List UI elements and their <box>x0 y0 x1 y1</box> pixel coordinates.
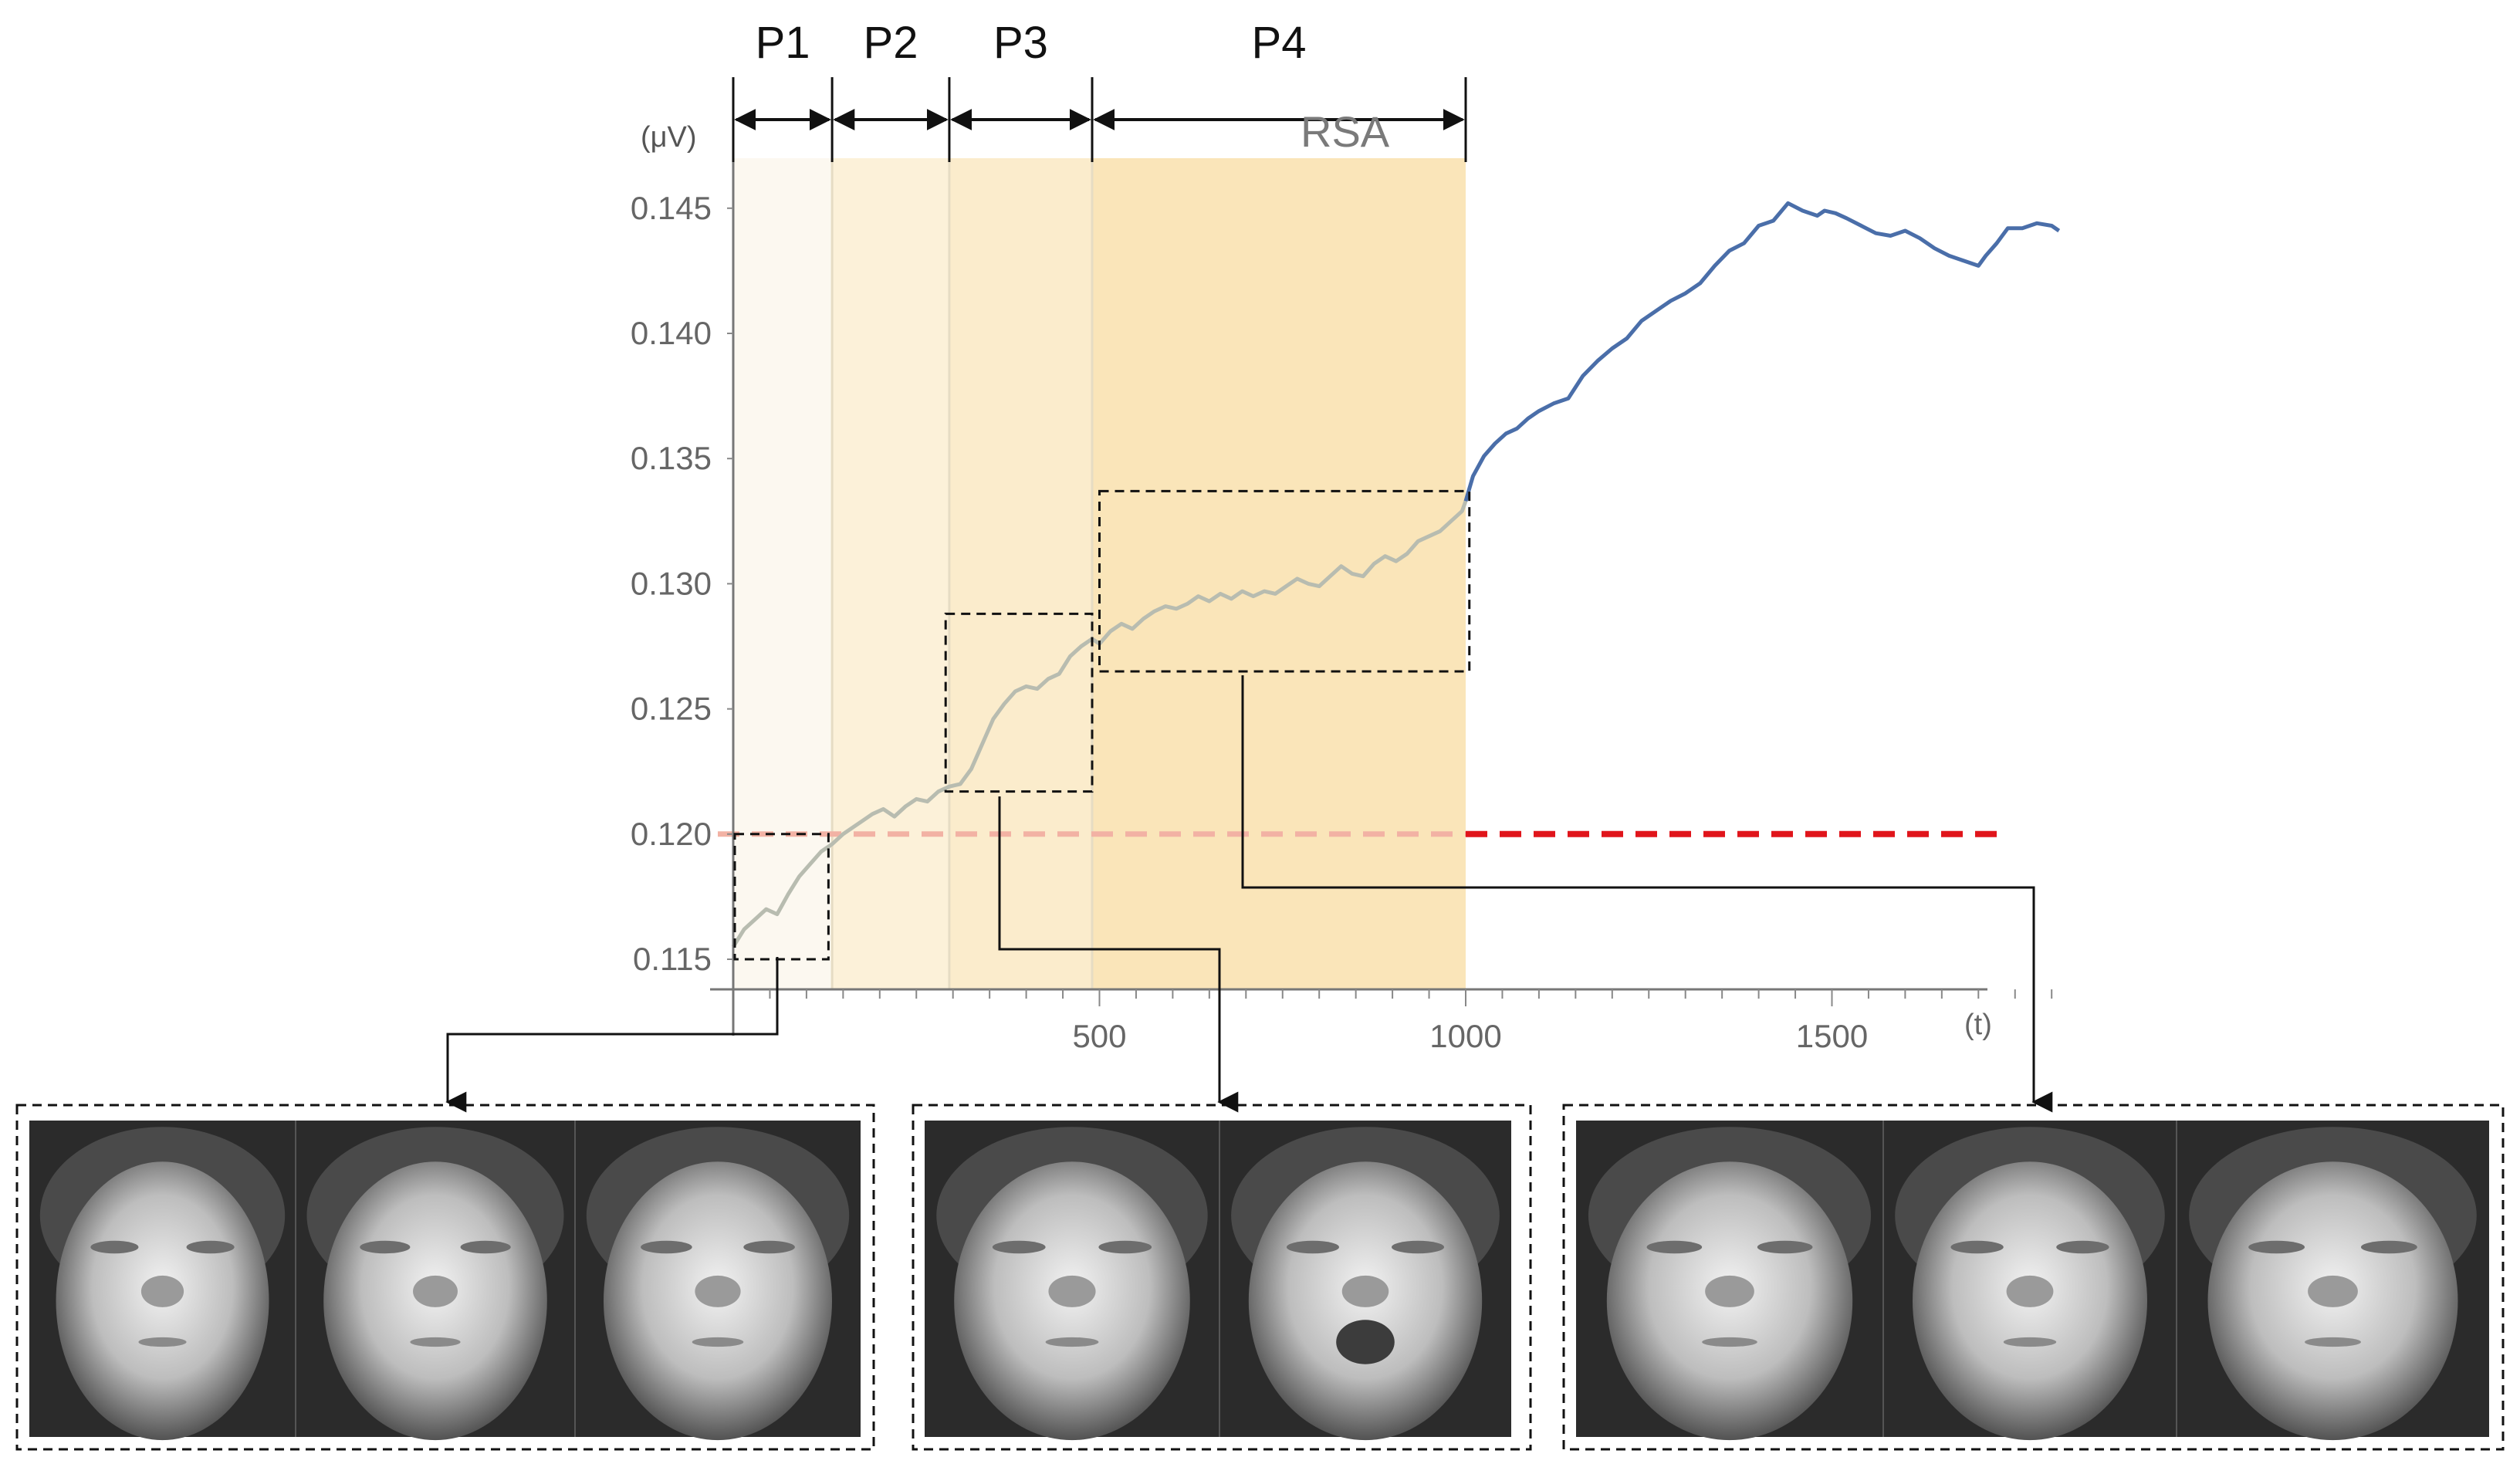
phase-bands <box>733 158 1466 989</box>
eye-shape <box>460 1240 511 1254</box>
zoom-box-2 <box>944 612 1094 793</box>
y-tick-label: 0.125 <box>631 691 712 727</box>
eye-shape <box>743 1240 795 1254</box>
phase-label-p2: P2 <box>864 18 918 68</box>
eye-shape <box>1646 1240 1703 1254</box>
connector-arrow-3 <box>1241 675 2053 1113</box>
phase-band-p2 <box>832 158 949 989</box>
mouth-shape <box>1045 1337 1099 1347</box>
phase-label-p4: P4 <box>1252 18 1307 68</box>
connector-arrow-1 <box>445 957 779 1113</box>
x-tick-label: 1500 <box>1796 1018 1868 1054</box>
y-tick-label: 0.135 <box>631 440 712 476</box>
image-panel-2 <box>912 1104 1532 1451</box>
image-panel-1 <box>15 1104 875 1451</box>
phase-band-p4 <box>1092 158 1466 989</box>
nose-shape <box>140 1275 184 1307</box>
x-unit-label: (t) <box>1964 1009 1992 1041</box>
eye-shape <box>1098 1240 1152 1254</box>
mouth-shape <box>410 1337 461 1347</box>
connector-arrow-2 <box>998 796 1239 1113</box>
phase-band-p1 <box>733 158 833 989</box>
rsa-label: RSA <box>1301 107 1390 156</box>
nose-shape <box>2006 1275 2054 1307</box>
y-tick-label: 0.115 <box>633 941 712 977</box>
eye-shape <box>90 1240 139 1254</box>
axes-layer: 500 1000 1500 0.115 0.120 0.125 0.130 0.135 0.14… <box>631 158 2053 1054</box>
eye-shape <box>1286 1240 1339 1254</box>
nose-shape <box>1048 1275 1096 1307</box>
y-tick-label: 0.130 <box>631 565 712 601</box>
phase-band-p3 <box>949 158 1093 989</box>
x-tick-label: 1000 <box>1429 1018 1501 1054</box>
phase-header: P1 P2 P3 P4 <box>732 18 1467 162</box>
y-tick-label: 0.120 <box>631 816 712 852</box>
eye-shape <box>360 1240 411 1254</box>
eye-shape <box>641 1240 692 1254</box>
nose-shape <box>413 1275 458 1307</box>
y-tick-label: 0.145 <box>631 190 712 226</box>
mouth-shape <box>1702 1337 1757 1347</box>
y-tick-label: 0.140 <box>631 315 712 351</box>
face-photo-icon <box>925 1121 1219 1441</box>
face-photo-icon <box>2176 1121 2489 1441</box>
face-photo-icon <box>574 1121 861 1441</box>
eye-shape <box>1950 1240 2004 1254</box>
zoom-box-3 <box>1098 489 1471 673</box>
mouth-shape <box>692 1337 744 1347</box>
face-photo-icon <box>1219 1121 1511 1441</box>
eye-shape <box>186 1240 235 1254</box>
open-mouth-shape <box>1336 1320 1395 1364</box>
eye-shape <box>2248 1240 2305 1254</box>
mouth-shape <box>2003 1337 2057 1347</box>
face-photo-icon <box>29 1121 296 1441</box>
eye-shape <box>1392 1240 1445 1254</box>
mouth-shape <box>2305 1337 2361 1347</box>
face-photo-icon <box>1882 1121 2177 1441</box>
x-tick-label: 500 <box>1072 1018 1126 1054</box>
eye-shape <box>992 1240 1046 1254</box>
y-unit-label: (μV) <box>641 121 697 154</box>
eye-shape <box>2056 1240 2109 1254</box>
zoom-box-1 <box>733 833 830 961</box>
nose-shape <box>695 1275 741 1307</box>
phase-label-p3: P3 <box>993 18 1048 68</box>
zoom-layer <box>445 489 2053 1113</box>
face-photo-icon <box>1576 1121 1883 1441</box>
image-panel-3 <box>1562 1104 2505 1451</box>
nose-shape <box>2308 1275 2358 1307</box>
eye-shape <box>1757 1240 1813 1254</box>
phase-label-p1: P1 <box>756 18 810 68</box>
nose-shape <box>1705 1275 1754 1307</box>
mouth-shape <box>138 1337 187 1347</box>
eye-shape <box>2360 1240 2417 1254</box>
nose-shape <box>1341 1275 1389 1307</box>
face-photo-icon <box>295 1121 575 1441</box>
series-line <box>1463 201 2061 502</box>
image-panels <box>15 1104 2505 1451</box>
